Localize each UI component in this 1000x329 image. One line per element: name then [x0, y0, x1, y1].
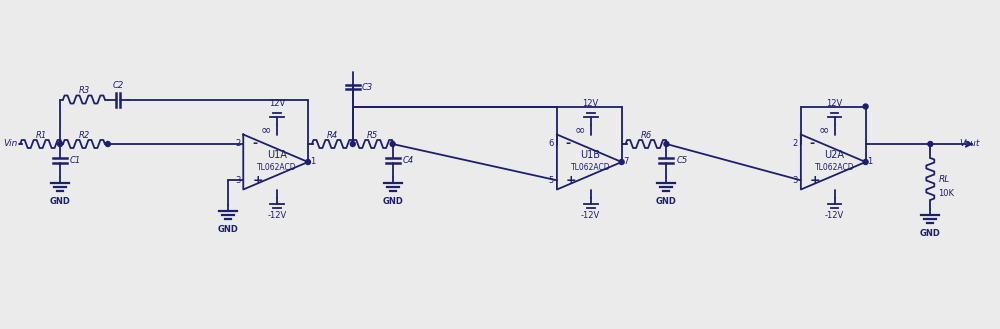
Text: 7: 7 [624, 158, 629, 166]
Circle shape [863, 160, 868, 164]
Text: U1B: U1B [581, 150, 601, 160]
Text: -12V: -12V [581, 212, 600, 220]
Circle shape [664, 141, 669, 146]
Text: GND: GND [218, 225, 239, 234]
Text: R1: R1 [36, 131, 47, 139]
Text: TL062ACD: TL062ACD [571, 163, 610, 171]
Text: ∞: ∞ [818, 123, 829, 136]
Circle shape [928, 141, 933, 146]
Text: +: + [810, 174, 820, 187]
Text: C1: C1 [70, 156, 81, 165]
Text: 2: 2 [235, 139, 240, 148]
Text: -: - [810, 137, 815, 150]
Text: 12V: 12V [269, 99, 285, 109]
Text: -: - [566, 137, 571, 150]
Text: 10K: 10K [938, 190, 954, 198]
Circle shape [390, 141, 395, 146]
Text: RL: RL [938, 174, 950, 184]
Circle shape [350, 141, 355, 146]
Text: C2: C2 [112, 81, 123, 89]
Text: GND: GND [656, 197, 677, 206]
Text: R4: R4 [327, 131, 339, 139]
Text: ∞: ∞ [261, 123, 271, 136]
Text: ∞: ∞ [574, 123, 585, 136]
Text: -12V: -12V [267, 212, 287, 220]
Text: C5: C5 [676, 156, 688, 165]
Text: GND: GND [50, 197, 70, 206]
Circle shape [619, 160, 624, 164]
Text: 1: 1 [868, 158, 873, 166]
Text: 6: 6 [549, 139, 554, 148]
Text: R3: R3 [78, 86, 90, 95]
Text: 12V: 12V [826, 99, 843, 109]
Text: GND: GND [920, 229, 941, 238]
Circle shape [863, 104, 868, 109]
Text: R6: R6 [641, 131, 652, 139]
Text: C3: C3 [362, 83, 373, 91]
Text: Vout: Vout [960, 139, 980, 148]
Text: GND: GND [382, 197, 403, 206]
Text: C4: C4 [403, 156, 414, 165]
Text: -: - [252, 137, 257, 150]
Text: Vin: Vin [3, 139, 17, 148]
Circle shape [305, 160, 310, 164]
Text: TL062ACD: TL062ACD [815, 163, 854, 171]
Text: U1A: U1A [267, 150, 287, 160]
Text: 2: 2 [793, 139, 798, 148]
Text: TL062ACD: TL062ACD [257, 163, 297, 171]
Text: R2: R2 [78, 131, 90, 139]
Text: 3: 3 [792, 176, 798, 185]
Text: +: + [566, 174, 576, 187]
Text: -12V: -12V [825, 212, 844, 220]
Text: +: + [252, 174, 263, 187]
Text: 1: 1 [310, 158, 315, 166]
Text: U2A: U2A [825, 150, 845, 160]
Text: 5: 5 [549, 176, 554, 185]
Text: 3: 3 [235, 176, 240, 185]
Text: 12V: 12V [582, 99, 599, 109]
Circle shape [58, 141, 63, 146]
Circle shape [105, 141, 110, 146]
Text: R5: R5 [367, 131, 378, 139]
